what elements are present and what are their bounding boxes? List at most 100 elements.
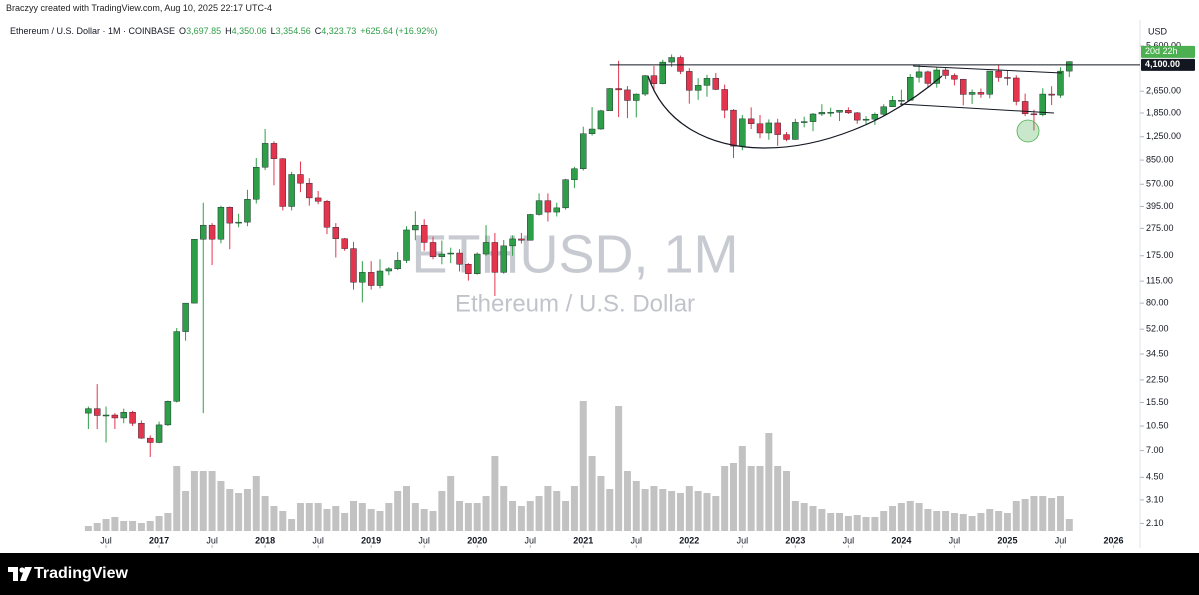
volume-bar: [906, 501, 914, 531]
candle-body: [465, 264, 472, 274]
volume-bar: [924, 509, 932, 531]
volume-bar: [827, 513, 835, 531]
price-tag: 4,100.00: [1145, 59, 1180, 69]
volume-bar: [685, 486, 693, 531]
candle-body: [686, 71, 693, 91]
volume-bar: [190, 471, 198, 531]
volume-bar: [783, 471, 791, 531]
candle-body: [297, 174, 304, 184]
candle-body: [367, 272, 375, 286]
candle-body: [394, 260, 401, 270]
candle-body: [721, 89, 728, 111]
volume-bar: [535, 496, 543, 531]
legend-symbol: Ethereum / U.S. Dollar · 1M · COINBASE: [10, 26, 176, 36]
x-tick-label: Jul: [312, 535, 324, 545]
volume-bar: [765, 433, 773, 531]
candle-body: [1030, 113, 1038, 116]
candle-body: [359, 272, 366, 283]
volume-bar: [544, 486, 552, 531]
candle-body: [615, 88, 622, 91]
cup-drawing: [647, 75, 943, 149]
volume-bar: [570, 486, 578, 531]
candle-body: [147, 437, 154, 443]
volume-bar: [809, 506, 817, 531]
y-tick-label: 15.50: [1146, 397, 1169, 407]
volume-bar: [615, 406, 623, 531]
candle-body: [482, 242, 490, 255]
y-tick-label: 175.00: [1146, 250, 1174, 260]
candle-body: [827, 111, 834, 114]
candle-body: [385, 268, 393, 272]
x-tick-label: 2022: [679, 535, 699, 545]
candle-body: [968, 92, 976, 95]
candle-body: [412, 224, 419, 231]
volume-bar: [756, 466, 764, 531]
candle-body: [429, 242, 437, 257]
volume-bar: [270, 506, 278, 531]
candle-body: [438, 253, 446, 257]
volume-bar: [482, 496, 490, 531]
volume-bar: [1039, 496, 1047, 531]
highlight-circle: [1016, 119, 1040, 143]
y-tick-label: 3.10: [1146, 494, 1164, 504]
volume-bar: [562, 501, 570, 531]
candle-body: [253, 167, 260, 200]
volume-bar: [579, 401, 587, 531]
volume-bar: [818, 509, 826, 531]
x-tick-label: 2018: [255, 535, 275, 545]
candle-body: [915, 71, 923, 78]
volume-bar: [332, 506, 340, 531]
volume-bar: [208, 471, 216, 531]
volume-bar: [509, 501, 517, 531]
x-tick-label: 2021: [573, 535, 593, 545]
candle-body: [120, 411, 127, 419]
volume-bar: [650, 486, 658, 531]
candle-body: [739, 118, 746, 147]
volume-bar: [217, 481, 225, 531]
candle-body: [986, 70, 993, 95]
volume-bar: [305, 503, 313, 531]
volume-bar: [588, 456, 596, 531]
brand: TradingView: [34, 565, 128, 582]
y-tick-label: 10.50: [1146, 420, 1169, 430]
volume-bar: [729, 463, 737, 531]
candle-body: [1039, 93, 1046, 116]
candle-body: [403, 229, 410, 261]
x-tick-label: Jul: [100, 535, 112, 545]
volume-bar: [553, 491, 561, 531]
x-tick-label: 2025: [997, 535, 1017, 545]
candle-body: [747, 118, 755, 124]
candle-body: [774, 122, 781, 135]
y-tick-label: 1,250.00: [1146, 131, 1181, 141]
candle-body: [527, 214, 534, 241]
volume-bar: [367, 509, 375, 531]
volume-bar: [889, 506, 897, 531]
candle-body: [1057, 70, 1064, 96]
candle-body: [191, 239, 198, 304]
x-tick-label: 2024: [891, 535, 911, 545]
y-tick-label: 2.10: [1146, 518, 1164, 528]
candle-body: [907, 77, 914, 101]
volume-bar: [986, 509, 994, 531]
candle-body: [995, 70, 1002, 78]
candle-body: [332, 227, 340, 239]
candle-body: [94, 408, 101, 416]
volume-bar: [933, 511, 941, 531]
x-tick-label: Jul: [843, 535, 855, 545]
candle-body: [800, 121, 808, 123]
y-tick-label: 7.00: [1146, 445, 1164, 455]
candle-body: [306, 183, 313, 199]
candle-body: [792, 122, 799, 140]
watermark-subtitle: Ethereum / U.S. Dollar: [455, 290, 695, 317]
y-tick-label: 5,600.00: [1146, 40, 1181, 50]
candle-body: [977, 92, 985, 95]
candle-body: [226, 207, 233, 224]
candle-body: [155, 424, 163, 443]
x-tick-label: 2026: [1103, 535, 1123, 545]
volume-bar: [897, 503, 905, 531]
candle-body: [597, 110, 605, 130]
volume-bar: [880, 511, 888, 531]
volume-bar: [668, 491, 676, 531]
legend-field-value: 4,323.73: [321, 26, 357, 36]
